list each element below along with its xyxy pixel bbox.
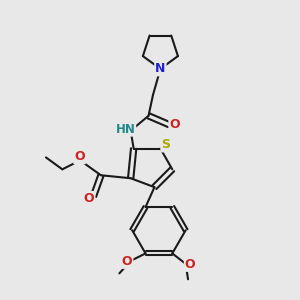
Text: N: N bbox=[155, 62, 166, 75]
Text: S: S bbox=[161, 138, 170, 152]
Text: O: O bbox=[84, 192, 94, 205]
Text: O: O bbox=[185, 258, 195, 271]
Text: O: O bbox=[122, 255, 132, 268]
Text: HN: HN bbox=[116, 123, 135, 136]
Text: O: O bbox=[169, 118, 180, 131]
Text: O: O bbox=[74, 150, 85, 163]
